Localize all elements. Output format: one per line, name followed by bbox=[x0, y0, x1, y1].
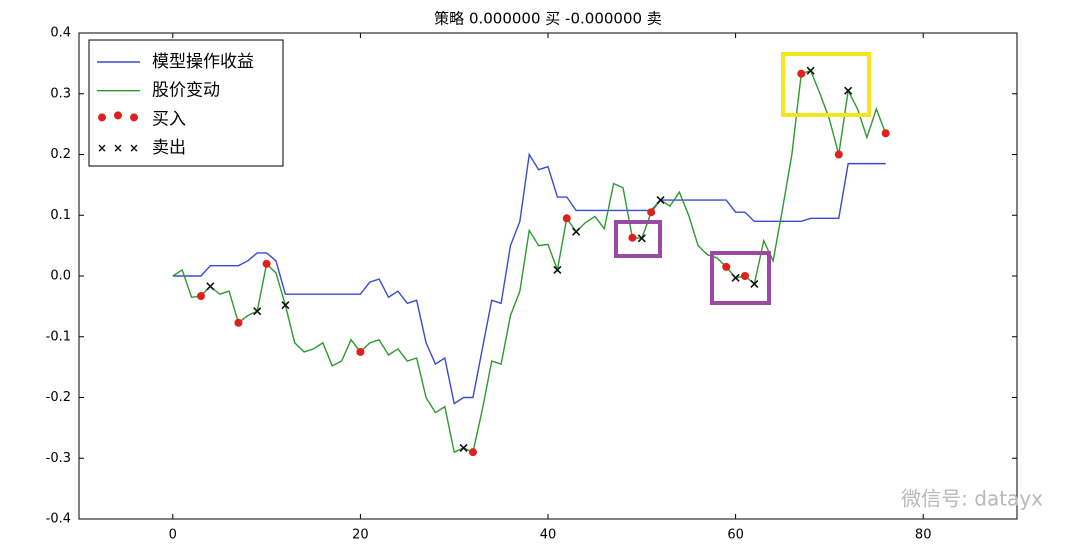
buy-marker bbox=[196, 292, 205, 301]
legend-swatch bbox=[114, 144, 122, 152]
legend-swatch bbox=[114, 111, 122, 120]
highlight-box bbox=[710, 251, 771, 305]
buy-marker bbox=[647, 208, 656, 217]
highlight-box bbox=[781, 52, 871, 117]
sell-marker bbox=[206, 282, 215, 291]
x-tick-label: 60 bbox=[727, 528, 744, 543]
legend-label: 卖出 bbox=[152, 138, 186, 158]
buy-marker bbox=[356, 347, 365, 356]
x-tick-label: 40 bbox=[540, 528, 557, 543]
sell-marker bbox=[637, 234, 646, 243]
highlight-box bbox=[614, 220, 662, 258]
y-tick-label: 0.2 bbox=[50, 147, 71, 162]
sell-marker bbox=[844, 86, 853, 95]
series-line bbox=[172, 152, 886, 405]
buy-marker bbox=[234, 318, 243, 327]
sell-marker bbox=[553, 265, 562, 274]
legend-label: 买入 bbox=[152, 109, 186, 129]
buy-marker bbox=[468, 448, 477, 457]
buy-marker bbox=[797, 69, 806, 78]
buy-marker bbox=[722, 262, 731, 271]
sell-marker bbox=[253, 307, 262, 316]
y-tick-label: 0.0 bbox=[50, 269, 71, 284]
y-tick-label: -0.2 bbox=[46, 390, 71, 405]
buy-marker bbox=[262, 259, 271, 268]
sell-marker bbox=[281, 301, 290, 310]
legend-swatch bbox=[130, 113, 138, 122]
sell-marker bbox=[572, 227, 581, 236]
sell-marker bbox=[731, 273, 740, 282]
y-tick-label: 0.3 bbox=[50, 86, 71, 101]
plot-area bbox=[172, 66, 890, 457]
buy-marker bbox=[834, 150, 843, 159]
buy-marker bbox=[740, 272, 749, 280]
x-tick-label: 0 bbox=[169, 528, 177, 543]
legend-swatch bbox=[98, 113, 106, 122]
series-line bbox=[172, 69, 887, 454]
buy-marker bbox=[628, 233, 637, 242]
sell-marker bbox=[656, 195, 665, 205]
buy-marker bbox=[562, 214, 571, 223]
legend-label: 股价变动 bbox=[152, 81, 220, 101]
legend-label: 模型操作收益 bbox=[152, 52, 254, 72]
y-tick-label: -0.1 bbox=[46, 329, 71, 344]
y-tick-label: 0.1 bbox=[50, 208, 71, 223]
x-tick-label: 20 bbox=[352, 528, 369, 543]
y-tick-label: -0.4 bbox=[46, 512, 71, 527]
sell-marker bbox=[459, 443, 468, 452]
sell-marker bbox=[806, 66, 815, 75]
legend-box bbox=[88, 39, 284, 167]
chart-title: 策略 0.000000 买 -0.000000 卖 bbox=[434, 10, 662, 28]
watermark: 微信号: datayx bbox=[901, 487, 1043, 511]
legend-swatch bbox=[130, 144, 138, 152]
x-tick-label: 80 bbox=[915, 528, 932, 543]
sell-marker bbox=[750, 279, 759, 288]
legend-swatch bbox=[98, 144, 106, 152]
buy-marker bbox=[881, 129, 890, 138]
y-tick-label: 0.4 bbox=[50, 26, 71, 41]
y-tick-label: -0.3 bbox=[46, 451, 71, 466]
